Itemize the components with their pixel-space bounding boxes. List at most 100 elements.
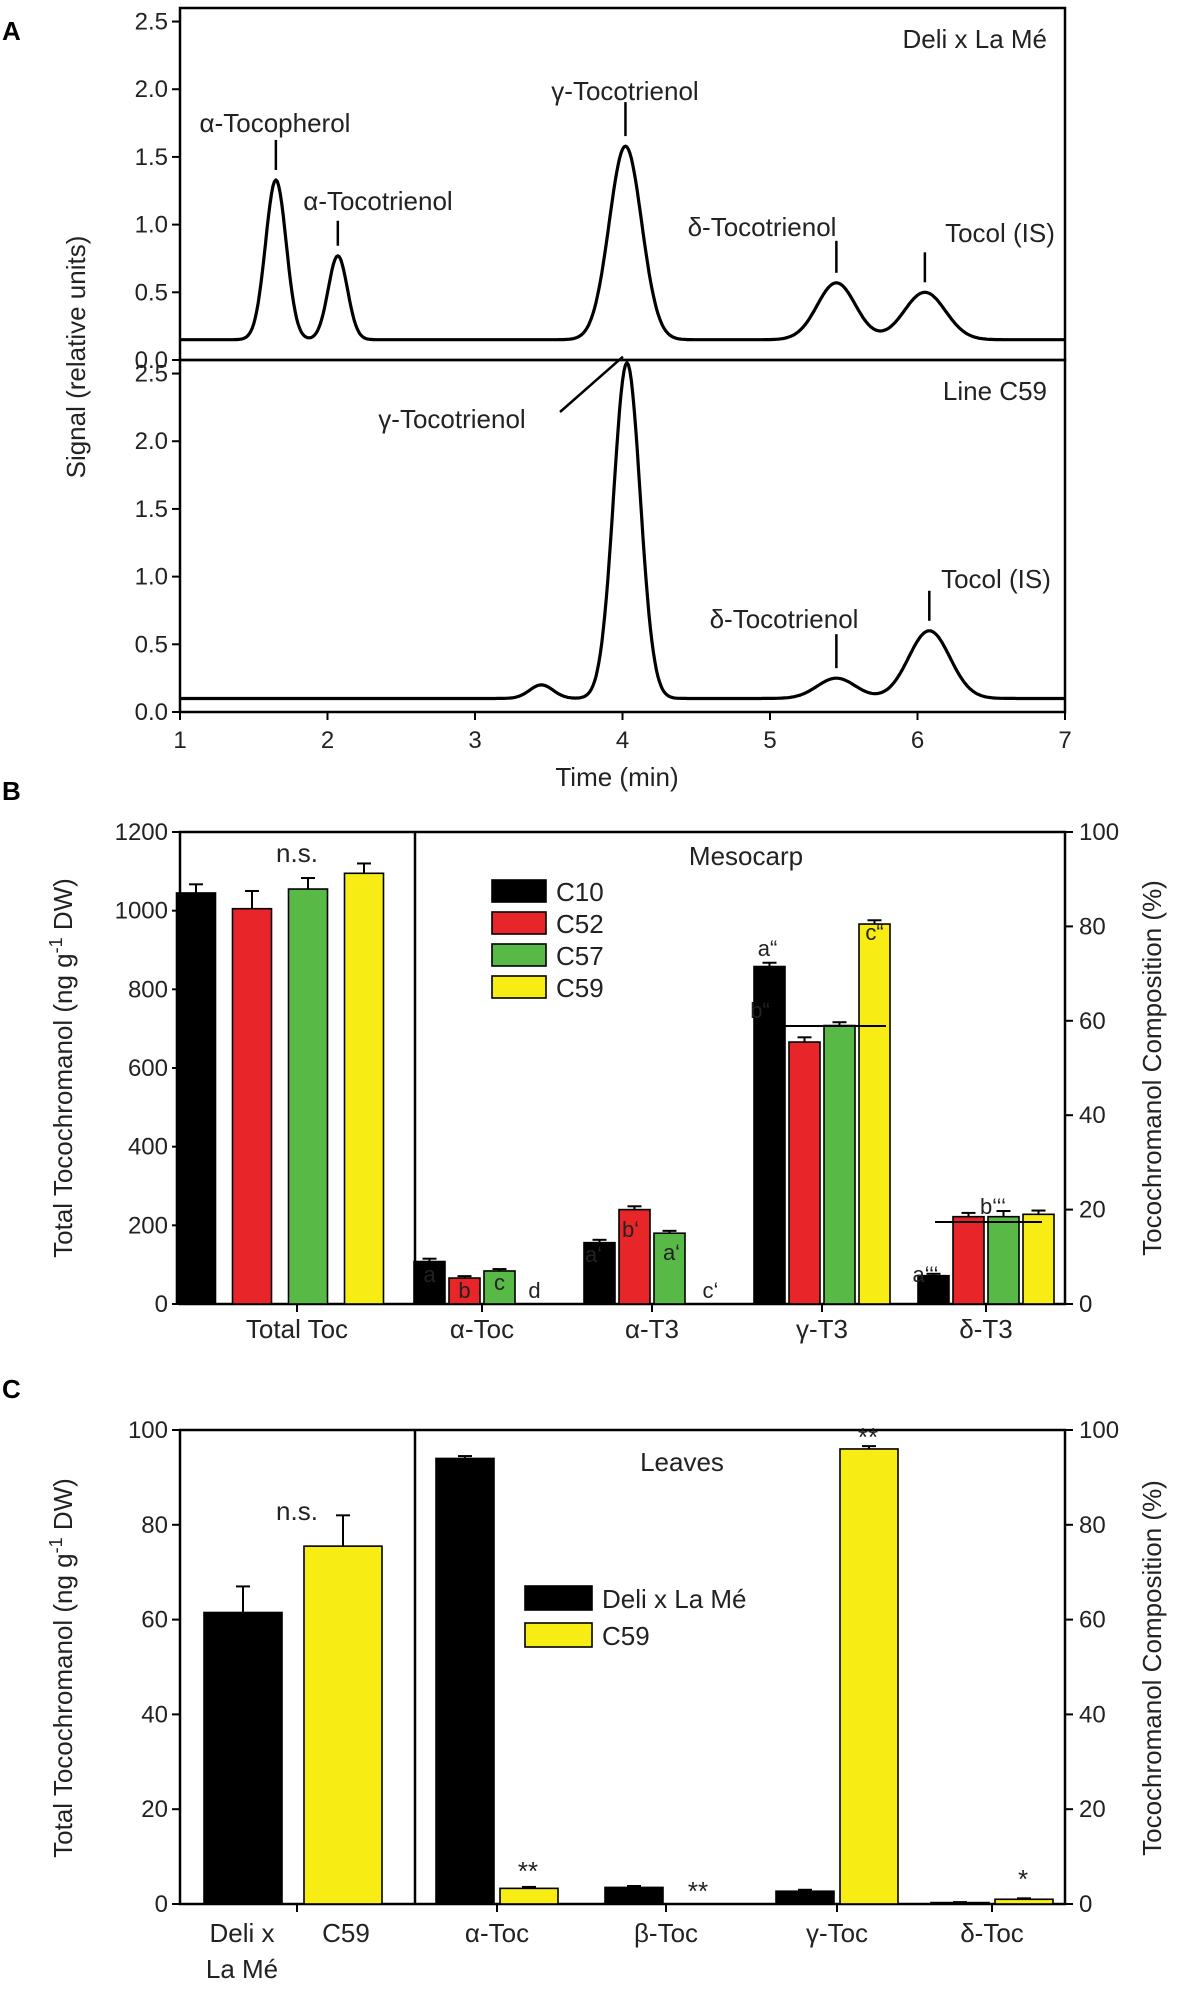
significance-letter: a“ xyxy=(758,936,778,961)
bar-deli-x-la-me xyxy=(435,1457,495,1905)
legend-swatch-C59 xyxy=(491,975,547,999)
leaves-bar-chart: 0 20 40 60 80 100 0 20 40 60 80 100 Total Tocochroma… xyxy=(46,1417,1167,1984)
y-tick-label-right: 60 xyxy=(1079,1607,1106,1634)
y-tick-label: 1.5 xyxy=(135,144,168,171)
x-tick-label: 4 xyxy=(616,727,629,754)
total-bar-C10 xyxy=(175,892,217,1305)
significance-letter: b xyxy=(458,1278,470,1303)
significance-marker: ** xyxy=(688,1876,708,1906)
total-bar-C59 xyxy=(303,1545,383,1905)
y-tick-label-left: 0 xyxy=(155,1291,168,1318)
panel-b-label: B xyxy=(2,776,21,806)
y-tick-label-right: 0 xyxy=(1079,1291,1092,1318)
bar-C59 xyxy=(1022,1213,1055,1305)
y-tick-label-left: 400 xyxy=(128,1134,168,1161)
legend-swatch-C10 xyxy=(491,879,547,903)
significance-letter: a‘ xyxy=(585,1242,602,1267)
y-tick-label-right: 80 xyxy=(1079,913,1106,940)
x-tick-label: 7 xyxy=(1058,727,1071,754)
bar-C10 xyxy=(413,1260,446,1305)
bar-C52 xyxy=(618,1208,651,1305)
chart-title: Leaves xyxy=(640,1447,724,1477)
significance-letter: d xyxy=(528,1278,540,1303)
y-tick-label-right: 20 xyxy=(1079,1197,1106,1224)
significance-letter: c“ xyxy=(865,920,883,945)
bar-C57 xyxy=(653,1232,686,1305)
bar-deli-x-la-me xyxy=(775,1890,835,1905)
bar-C10 xyxy=(753,965,786,1305)
bar-C10 xyxy=(583,1241,616,1305)
bar-C59 xyxy=(499,1887,559,1905)
significance-letter: b‘ xyxy=(622,1217,639,1242)
panel-c-label: C xyxy=(2,1374,21,1404)
y-tick-label-right: 0 xyxy=(1079,1891,1092,1918)
x-tick-label: 6 xyxy=(911,727,924,754)
y-tick-label-left: 800 xyxy=(128,976,168,1003)
y-tick-label-right: 40 xyxy=(1079,1701,1106,1728)
total-bar-C52 xyxy=(231,907,273,1305)
significance-marker: * xyxy=(1018,1864,1028,1894)
significance-letter: c xyxy=(494,1270,505,1295)
peak-label: δ-Tocotrienol xyxy=(688,212,837,242)
x-category-label: α-Toc xyxy=(465,1918,529,1948)
y-tick-label: 2.0 xyxy=(135,76,168,103)
y-tick-label-left: 100 xyxy=(128,1417,168,1444)
chromatogram-trace xyxy=(179,361,1066,701)
significance-letter: a xyxy=(423,1262,436,1287)
legend-label: C10 xyxy=(556,877,604,907)
bar-C52 xyxy=(448,1277,481,1305)
bar-C10 xyxy=(917,1274,950,1305)
y-tick-label-right: 40 xyxy=(1079,1102,1106,1129)
y-tick-label: 1.5 xyxy=(135,496,168,523)
chromatogram-title: Deli x La Mé xyxy=(903,24,1048,54)
y-tick-label: 0.5 xyxy=(135,631,168,658)
x-category-label: La Mé xyxy=(206,1954,278,1984)
x-category-label: Total Toc xyxy=(246,1314,348,1344)
bar-C52 xyxy=(788,1041,821,1305)
y-axis-label-left: Total Tocochromanol (ng g-1 DW) xyxy=(46,878,78,1258)
x-category-label: β-Toc xyxy=(634,1918,698,1948)
x-category-label: α-Toc xyxy=(450,1314,514,1344)
y-tick-label-right: 60 xyxy=(1079,1008,1106,1035)
significance-letter: b‘‘‘ xyxy=(980,1194,1006,1219)
y-tick-label-left: 0 xyxy=(155,1891,168,1918)
y-tick-label: 0.0 xyxy=(135,347,168,374)
y-tick-label: 0.5 xyxy=(135,279,168,306)
significance-letter: c‘ xyxy=(703,1278,719,1303)
x-category-label: C59 xyxy=(322,1918,370,1948)
peak-label: δ-Tocotrienol xyxy=(710,604,859,634)
bar-C59 xyxy=(858,923,891,1305)
y-tick-label: 2.5 xyxy=(135,361,168,388)
x-tick-label: 1 xyxy=(173,727,186,754)
significance-letter: b“ xyxy=(750,998,770,1023)
y-tick-label: 1.0 xyxy=(135,212,168,239)
bar-C59 xyxy=(839,1448,899,1905)
peak-leader-line xyxy=(559,355,624,413)
x-category-label: γ-T3 xyxy=(796,1314,848,1344)
y-axis-label-left: Total Tocochromanol (ng g-1 DW) xyxy=(46,1478,78,1858)
y-tick-label: 2.5 xyxy=(135,9,168,36)
y-tick-label: 2.0 xyxy=(135,428,168,455)
chromatogram-bottom: 0.0 0.5 1.0 1.5 2.0 2.5 Line C59 γ-Tocotrienol δ… xyxy=(135,355,1072,754)
significance-note: n.s. xyxy=(276,838,318,868)
y-tick-label-right: 80 xyxy=(1079,1512,1106,1539)
chromatogram-title: Line C59 xyxy=(943,376,1047,406)
y-tick-label-left: 1200 xyxy=(115,819,168,846)
chart-title: Mesocarp xyxy=(689,841,803,871)
legend-swatch-C52 xyxy=(491,911,547,935)
signal-axis-label: Signal (relative units) xyxy=(61,236,91,479)
y-tick-label-left: 40 xyxy=(141,1701,168,1728)
y-tick-label-left: 200 xyxy=(128,1212,168,1239)
peak-label: Tocol (IS) xyxy=(941,564,1051,594)
total-bar-C57 xyxy=(287,888,329,1305)
x-tick-label: 5 xyxy=(763,727,776,754)
y-tick-label-left: 600 xyxy=(128,1055,168,1082)
peak-label: α-Tocotrienol xyxy=(303,186,452,216)
y-tick-label: 0.0 xyxy=(135,699,168,726)
time-axis-label: Time (min) xyxy=(555,762,678,792)
mesocarp-bar-chart: 0 200 400 600 800 1000 1200 0 20 40 60 80 100 Total T… xyxy=(46,819,1167,1344)
x-category-label: δ-Toc xyxy=(960,1918,1024,1948)
chromatogram-trace xyxy=(179,144,1066,342)
x-tick-label: 3 xyxy=(468,727,481,754)
y-tick-label-right: 100 xyxy=(1079,1417,1119,1444)
